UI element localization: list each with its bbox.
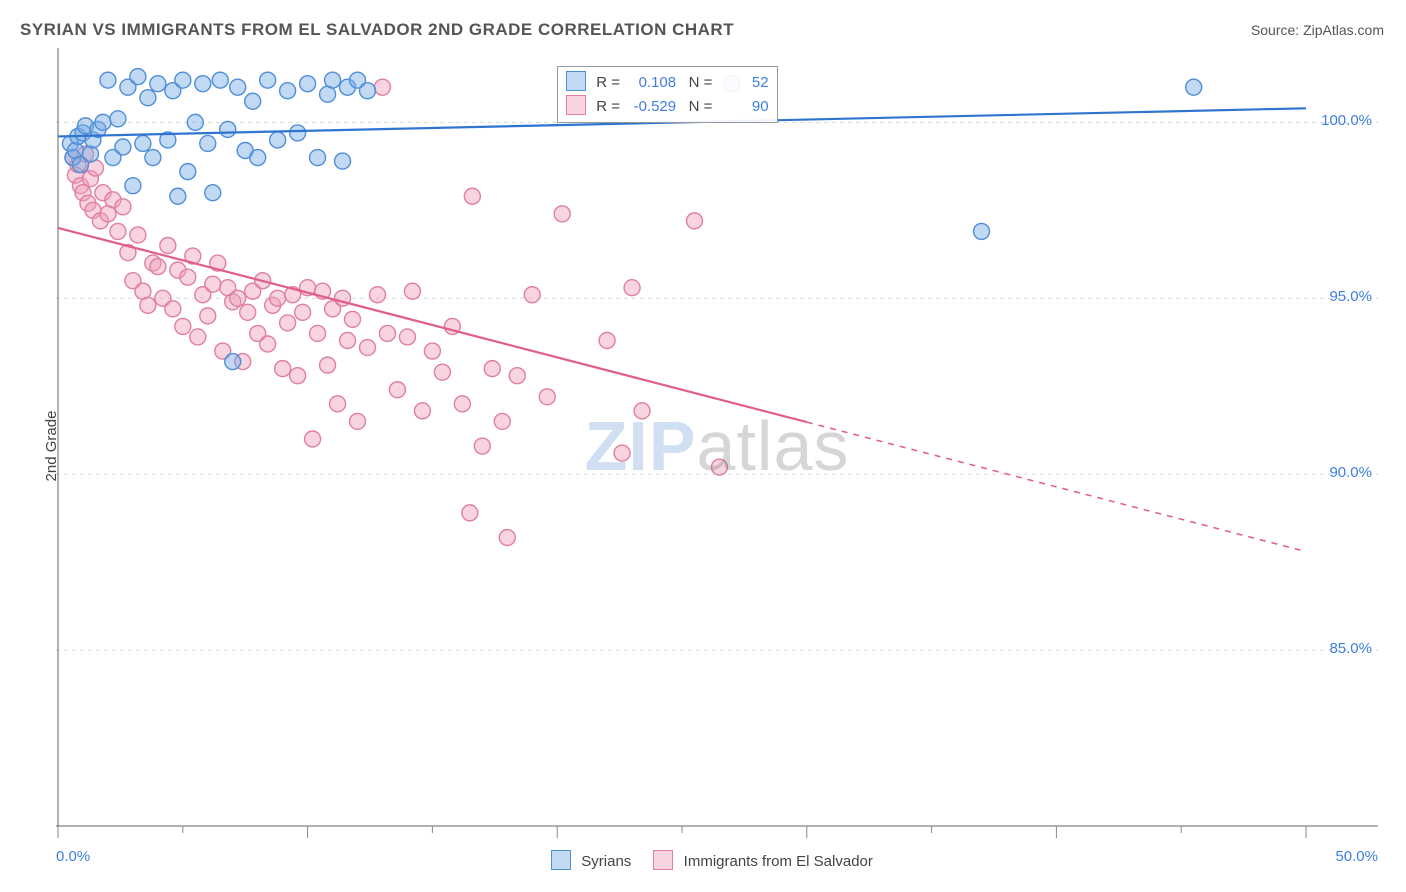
source-link[interactable]: ZipAtlas.com (1303, 22, 1384, 38)
scatter-plot-svg (56, 48, 1378, 844)
stats-swatch (566, 95, 586, 115)
plot-area: ZIPatlas R = 0.108 N = 52R = -0.529 N = … (56, 48, 1378, 844)
y-tick-label: 95.0% (1329, 288, 1372, 305)
chart-title: SYRIAN VS IMMIGRANTS FROM EL SALVADOR 2N… (20, 20, 734, 40)
stats-row: R = -0.529 N = 90 (566, 95, 768, 119)
stats-swatch (566, 71, 586, 91)
stats-row: R = 0.108 N = 52 (566, 71, 768, 95)
y-tick-label: 90.0% (1329, 464, 1372, 481)
chart-container: SYRIAN VS IMMIGRANTS FROM EL SALVADOR 2N… (0, 0, 1406, 892)
legend-swatch-el-salvador (653, 850, 673, 870)
source-prefix: Source: (1251, 22, 1303, 38)
legend-label-syrians: Syrians (581, 853, 631, 870)
correlation-stats-box: R = 0.108 N = 52R = -0.529 N = 90 (557, 66, 777, 123)
y-tick-label: 85.0% (1329, 640, 1372, 657)
source-attribution: Source: ZipAtlas.com (1251, 22, 1384, 38)
legend-label-el-salvador: Immigrants from El Salvador (684, 853, 873, 870)
legend-swatch-syrians (551, 850, 571, 870)
y-tick-label: 100.0% (1321, 112, 1372, 129)
legend: Syrians Immigrants from El Salvador (0, 850, 1406, 870)
